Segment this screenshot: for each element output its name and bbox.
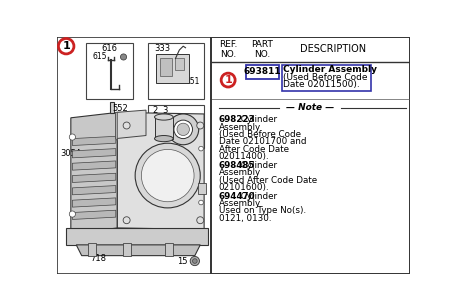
Text: After Code Date: After Code Date (219, 145, 289, 154)
Polygon shape (116, 110, 146, 139)
Polygon shape (72, 198, 116, 207)
Circle shape (142, 149, 194, 202)
Circle shape (69, 134, 76, 140)
Bar (111, 102, 114, 113)
Circle shape (123, 217, 130, 224)
Text: 305A: 305A (60, 149, 81, 159)
Text: 02011400).: 02011400). (219, 152, 269, 161)
Text: 694470: 694470 (219, 192, 255, 201)
Polygon shape (72, 210, 116, 219)
Text: 718: 718 (90, 254, 106, 263)
Text: 851: 851 (186, 77, 200, 86)
Circle shape (177, 123, 189, 136)
Text: 698485: 698485 (219, 161, 255, 170)
Text: Assembly: Assembly (219, 199, 261, 208)
Text: Cylinder: Cylinder (238, 116, 277, 124)
Polygon shape (66, 228, 208, 245)
Text: — Note —: — Note — (286, 103, 334, 112)
Text: 1: 1 (224, 75, 232, 85)
Ellipse shape (155, 114, 173, 120)
Text: Used on Type No(s).: Used on Type No(s). (219, 206, 306, 215)
Text: 2: 2 (152, 106, 157, 116)
Text: PART
NO.: PART NO. (252, 40, 273, 59)
Text: 3: 3 (162, 106, 167, 116)
Bar (165, 243, 173, 256)
Polygon shape (71, 112, 117, 234)
Text: 15: 15 (177, 257, 187, 266)
Text: Date 02011500).: Date 02011500). (283, 80, 360, 89)
Text: (Used Before Code: (Used Before Code (283, 73, 368, 82)
Polygon shape (76, 245, 200, 256)
Text: 02101600).: 02101600). (219, 183, 269, 192)
Circle shape (199, 146, 203, 151)
Bar (148, 105, 204, 148)
Text: (Used Before Code: (Used Before Code (219, 130, 301, 139)
Text: (Used After Code Date: (Used After Code Date (219, 176, 317, 184)
Bar (148, 43, 204, 99)
Text: 552: 552 (113, 104, 128, 113)
Polygon shape (72, 161, 116, 170)
Text: Assembly: Assembly (219, 168, 261, 177)
Circle shape (190, 256, 199, 265)
Polygon shape (72, 136, 116, 145)
Circle shape (197, 122, 204, 129)
Text: Assembly: Assembly (219, 123, 261, 132)
Circle shape (199, 200, 203, 205)
Circle shape (121, 54, 126, 60)
Ellipse shape (155, 136, 173, 142)
Bar (246, 65, 278, 79)
Bar (57, 37, 211, 274)
Text: 1: 1 (62, 41, 70, 51)
Text: 698223: 698223 (219, 116, 255, 124)
Polygon shape (72, 173, 116, 182)
Circle shape (168, 114, 199, 145)
Circle shape (71, 155, 76, 159)
Polygon shape (117, 112, 204, 229)
Bar (123, 243, 131, 256)
Circle shape (174, 120, 192, 139)
Text: 693811: 693811 (243, 67, 281, 76)
Circle shape (123, 122, 130, 129)
Polygon shape (72, 185, 116, 195)
Text: 0121, 0130.: 0121, 0130. (219, 214, 271, 223)
Bar (155, 117, 173, 139)
Bar (86, 43, 133, 99)
Text: 616: 616 (101, 44, 117, 53)
Bar (160, 58, 172, 76)
Circle shape (192, 259, 197, 263)
Bar (88, 243, 96, 256)
Bar (198, 183, 206, 194)
Text: 333: 333 (155, 44, 171, 53)
Text: DESCRIPTION: DESCRIPTION (300, 44, 366, 54)
Text: Cylinder Assembly: Cylinder Assembly (283, 65, 377, 75)
Text: REF.
NO.: REF. NO. (219, 40, 237, 59)
Text: Date 02101700 and: Date 02101700 and (219, 137, 306, 146)
Text: Cylinder: Cylinder (238, 161, 277, 170)
Polygon shape (116, 112, 117, 141)
Polygon shape (72, 149, 116, 158)
Bar (156, 54, 189, 83)
Circle shape (197, 217, 204, 224)
Circle shape (135, 143, 200, 208)
Circle shape (69, 211, 76, 217)
Bar (282, 65, 371, 91)
Bar (175, 58, 184, 70)
Text: 615: 615 (92, 52, 107, 62)
Text: Cylinder: Cylinder (238, 192, 277, 201)
